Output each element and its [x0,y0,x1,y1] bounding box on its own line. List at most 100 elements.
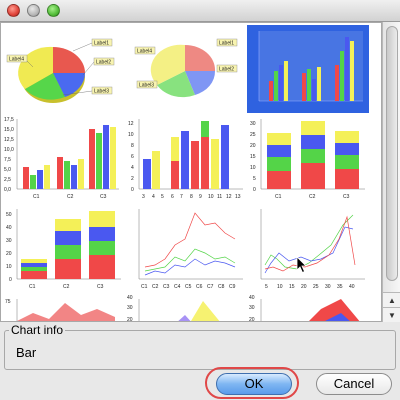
minimize-icon[interactable] [27,4,40,17]
x-tick: C8 [218,284,225,290]
pie-label: Label2 [96,60,111,66]
stacked-bar [89,211,115,279]
x-tick: 8 [190,194,193,200]
stacked-bar [335,131,359,189]
area-transparent-preview: 10 20 30 40 [127,295,220,322]
y-tick: 50 [5,321,11,322]
close-icon[interactable] [7,4,20,17]
x-tick: C3 [163,284,170,290]
pie-label: Label1 [94,41,109,47]
x-tick: 12 [226,194,232,200]
line-series [144,212,236,268]
y-tick: 2,5 [4,177,11,183]
line-series [144,258,236,276]
scroll-down-arrow-icon[interactable]: ▼ [383,307,400,322]
x-tick: C1 [33,194,40,200]
x-tick: 3 [142,194,145,200]
bar-3d-preview: 0,0 2,5 5,0 7,5 10,0 12,5 15,0 17,5 [4,117,119,200]
y-tick: 40 [6,225,12,231]
cancel-button[interactable]: Cancel [316,373,392,395]
y-tick: 25 [250,132,256,138]
x-tick: 30 [325,284,331,290]
x-tick: 10 [208,194,214,200]
scroll-up-arrow-icon[interactable]: ▲ [383,292,400,307]
zoom-icon[interactable] [47,4,60,17]
gallery-item-line[interactable]: C1 C2 C3 C4 C5 C6 C7 C8 C9 [125,205,247,293]
title-bar [0,0,400,22]
x-tick: C1 [29,284,36,290]
y-tick: 40 [249,295,255,301]
pie-label: Label2 [219,67,234,73]
x-tick: 25 [313,284,319,290]
y-tick: 20 [6,251,12,257]
y-tick: 5,0 [4,167,11,173]
x-tick: 5 [265,284,268,290]
gallery-item-xy-line[interactable]: 5 10 15 20 25 30 35 40 [247,205,369,293]
gallery-item-area[interactable]: 25 50 75 [3,295,125,322]
x-tick: C2 [67,194,74,200]
scroll-thumb[interactable] [386,26,398,281]
x-tick: C2 [152,284,159,290]
pie-3d-preview: Label1 Label2 Label3 Label4 [6,38,115,103]
gallery-item-stacked-bar-3d[interactable]: 0 10 20 30 40 50 [3,205,125,293]
chart-info-label: Chart info [9,323,66,337]
gallery-item-area-transparent[interactable]: 10 20 30 40 [125,295,247,322]
y-tick: 12 [128,121,134,127]
y-tick: 12,5 [4,137,14,143]
pie-slice [53,73,85,97]
y-tick: 75 [5,299,11,305]
stacked-bar [21,259,47,279]
pie-label: Label1 [219,41,234,47]
y-tick: 10,0 [4,147,14,153]
mouse-cursor-icon [296,256,307,274]
x-tick: 15 [289,284,295,290]
line-series [264,215,356,272]
x-tick: 13 [235,194,241,200]
x-tick: 4 [152,194,155,200]
gallery-item-pie-transparent[interactable]: Label1 Label2 Label3 Label4 [125,25,247,113]
pie-slice [53,47,85,73]
x-tick: C5 [185,284,192,290]
x-tick: C1 [141,284,148,290]
vertical-scrollbar[interactable]: ▲ ▼ [382,22,400,322]
xy-line-preview: 5 10 15 20 25 30 35 40 [260,209,365,290]
y-tick: 4 [131,165,134,171]
chart-info-value: Bar [16,345,37,360]
chart-gallery: Label1 Label2 Label3 Label4 Label1 Label [0,22,382,322]
x-tick: 10 [277,284,283,290]
x-tick: 6 [171,194,174,200]
x-tick: C6 [196,284,203,290]
gallery-item-stacked-area[interactable]: 10 20 30 40 [247,295,369,322]
bar-group [335,37,354,101]
pie-label: Label4 [9,57,24,63]
y-tick: 20 [249,317,255,322]
x-tick: C9 [229,284,236,290]
line-series [144,248,236,272]
stacked-bar-preview: 0 5 10 15 20 25 30 [250,119,365,200]
y-tick: 30 [127,305,133,311]
x-tick: 9 [199,194,202,200]
y-tick: 20 [127,317,133,322]
x-tick: C3 [100,194,107,200]
x-tick: C3 [97,284,104,290]
area-series [17,303,115,321]
pie-label: Label3 [139,83,154,89]
y-tick: 0 [253,187,256,193]
y-tick: 30 [6,238,12,244]
x-tick: C2 [63,284,70,290]
y-tick: 15,0 [4,127,14,133]
bar-preview [258,31,363,102]
x-tick: C4 [174,284,181,290]
y-tick: 2 [131,176,134,182]
y-tick: 6 [131,154,134,160]
area-series [191,301,220,321]
y-tick: 50 [6,212,12,218]
gallery-item-pie-3d[interactable]: Label1 Label2 Label3 Label4 [3,25,125,113]
gallery-item-bar-3d[interactable]: 0,0 2,5 5,0 7,5 10,0 12,5 15,0 17,5 [3,115,125,203]
gallery-item-histogram[interactable]: 0 2 4 6 8 10 12 3 4 5 6 7 8 9 10 11 [125,115,247,203]
ok-button[interactable]: OK [216,373,292,395]
pie-label: Label3 [94,89,109,95]
gallery-item-bar-selected[interactable] [247,25,369,113]
gallery-item-stacked-bar[interactable]: 0 5 10 15 20 25 30 [247,115,369,203]
y-tick: 0 [131,187,134,193]
